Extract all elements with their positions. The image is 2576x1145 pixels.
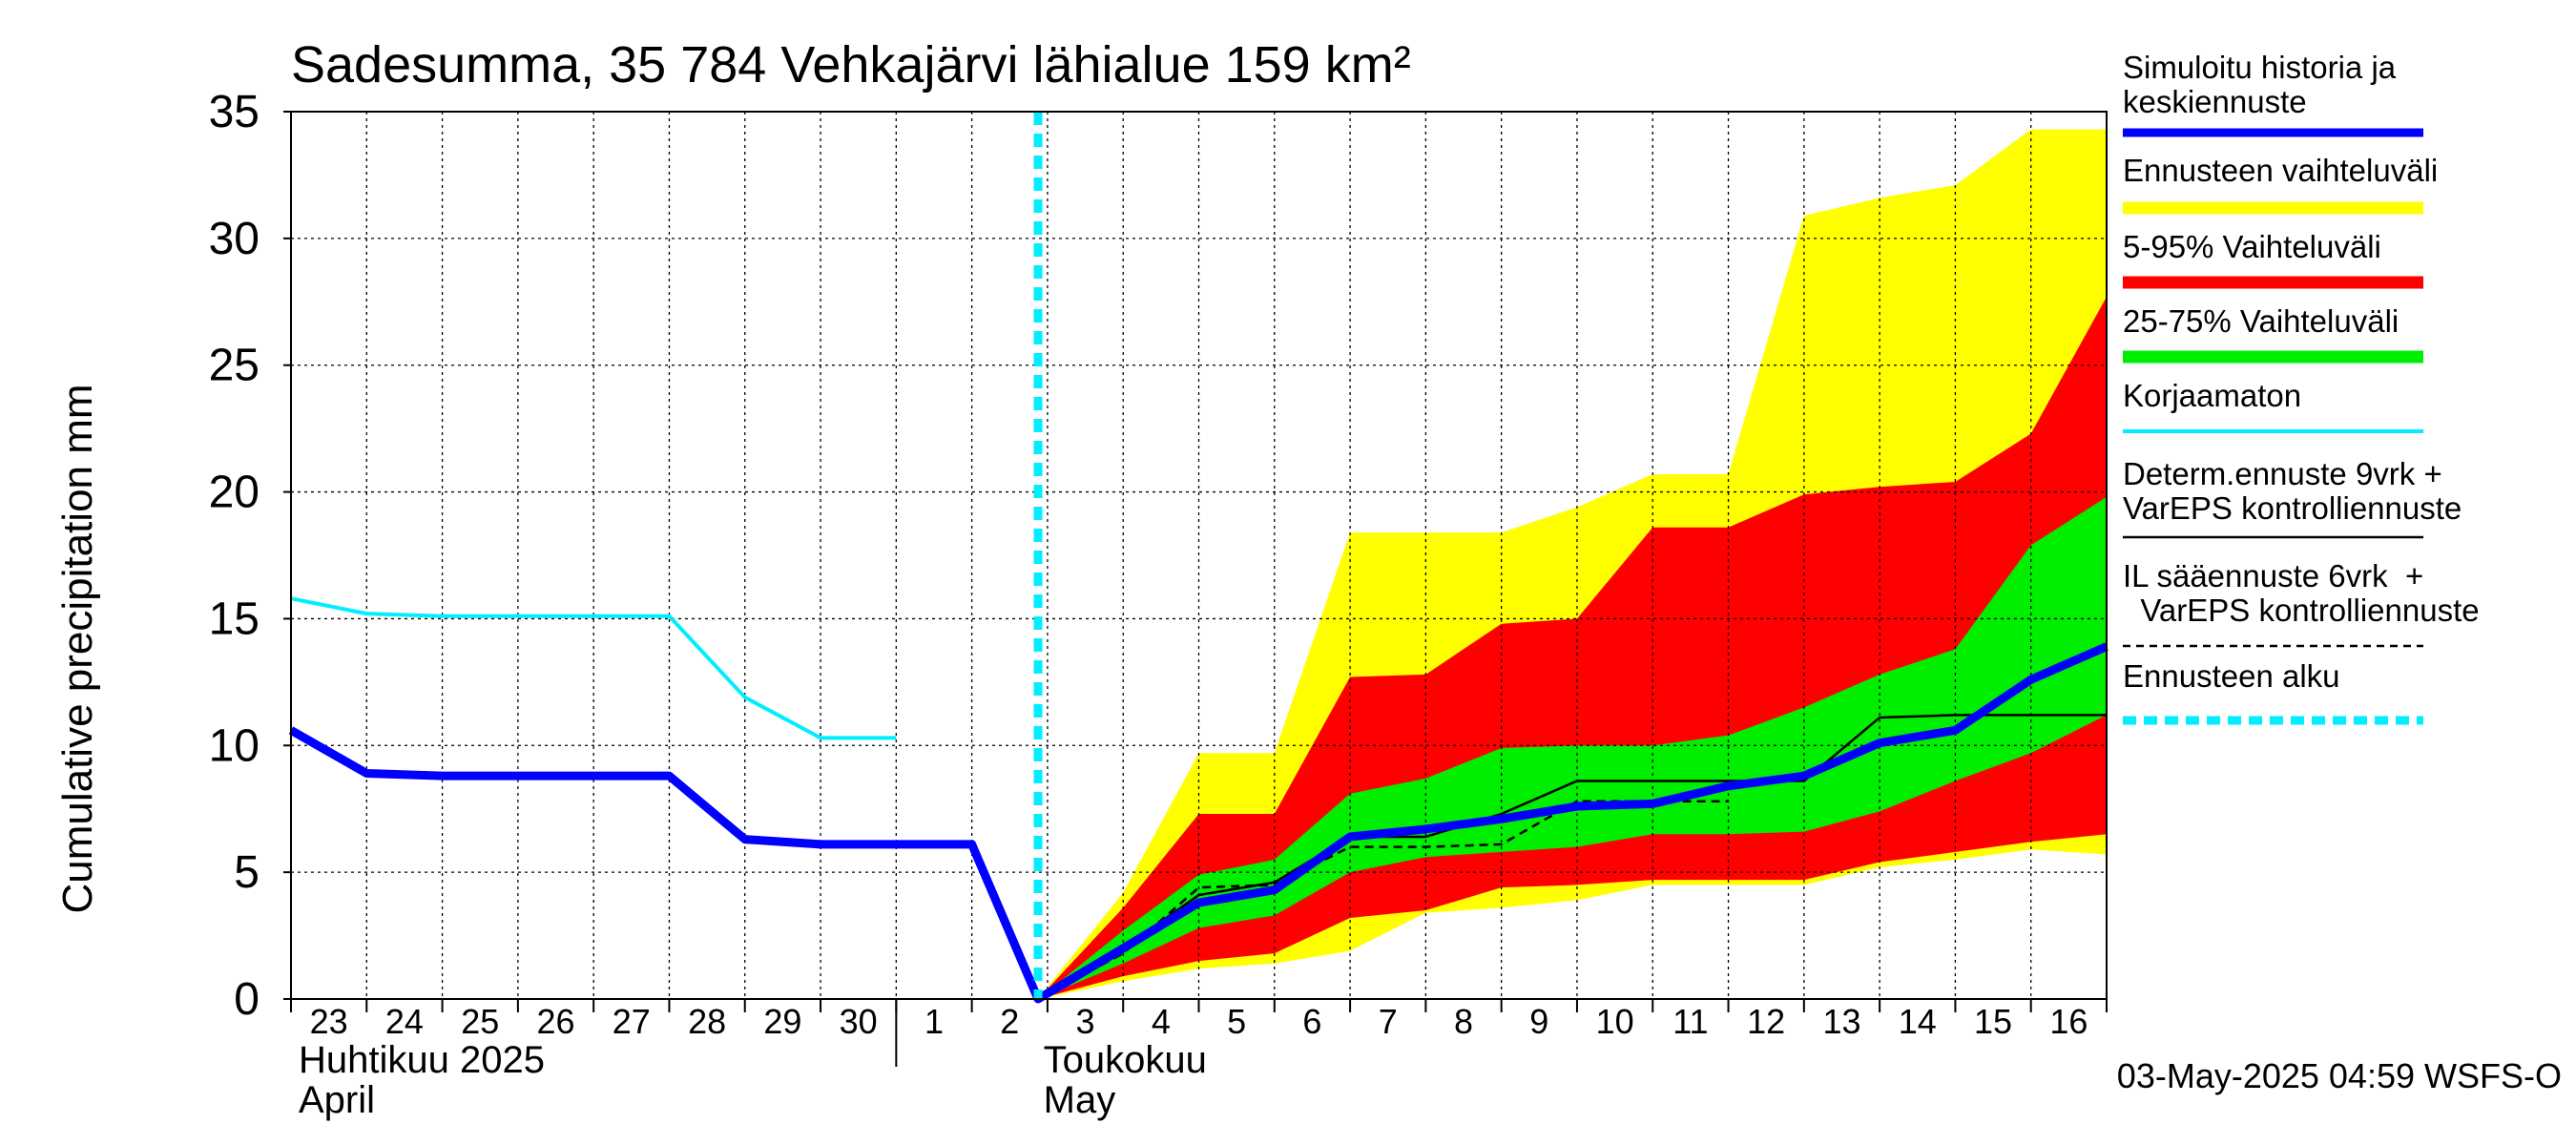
- y-tick-label: 25: [209, 341, 260, 391]
- series-line-deterministic: [1037, 714, 2107, 1001]
- x-tick-label: 27: [613, 1002, 651, 1041]
- y-tick-label: 0: [234, 974, 260, 1025]
- x-tick-label: 28: [688, 1002, 726, 1041]
- x-tick-label: 14: [1899, 1002, 1937, 1041]
- month-label-en: April: [299, 1079, 375, 1121]
- grid: [291, 112, 2107, 999]
- x-tick-label: 9: [1529, 1002, 1548, 1041]
- legend-label: Simuloitu historia ja keskiennuste: [2123, 50, 2397, 119]
- x-tick-label: 29: [763, 1002, 801, 1041]
- legend-label: Determ.ennuste 9vrk + VarEPS kontrollienn…: [2123, 456, 2462, 526]
- legend-label: IL sääennuste 6vrk + VarEPS kontrollienn…: [2123, 558, 2480, 628]
- legend-label: Korjaamaton: [2123, 378, 2301, 413]
- legend-label: 25-75% Vaihteluväli: [2123, 303, 2399, 339]
- x-tick-label: 23: [310, 1002, 348, 1041]
- y-tick-label: 35: [209, 87, 260, 137]
- x-tick-label: 24: [385, 1002, 424, 1041]
- y-axis-label: Cumulative precipitation mm: [54, 384, 101, 913]
- legend-label: Ennusteen alku: [2123, 658, 2340, 694]
- x-tick-label: 5: [1227, 1002, 1246, 1041]
- x-tick-label: 1: [924, 1002, 944, 1041]
- x-tick-label: 3: [1076, 1002, 1095, 1041]
- footer-timestamp: 03-May-2025 04:59 WSFS-O: [2117, 1056, 2562, 1095]
- x-tick-label: 15: [1974, 1002, 2012, 1041]
- y-tick-label: 15: [209, 593, 260, 644]
- month-label: Huhtikuu 2025: [299, 1039, 545, 1081]
- y-tick-label: 20: [209, 468, 260, 518]
- x-tick-label: 11: [1672, 1002, 1708, 1041]
- x-tick-label: 16: [2049, 1002, 2088, 1041]
- chart-title: Sadesumma, 35 784 Vehkajärvi lähialue 15…: [291, 36, 1411, 94]
- x-tick-label: 25: [461, 1002, 499, 1041]
- series-line-uncorrected: [290, 596, 897, 740]
- month-label-en: May: [1044, 1079, 1116, 1121]
- series-line-mean: [288, 642, 2109, 1004]
- series-lines: [288, 112, 2109, 1004]
- y-tick-label: 5: [234, 847, 260, 898]
- legend: Simuloitu historia ja keskiennuste Ennuste…: [2123, 50, 2480, 725]
- y-tick-label: 30: [209, 214, 260, 264]
- x-tick-label: 10: [1596, 1002, 1634, 1041]
- x-tick-label: 13: [1822, 1002, 1860, 1041]
- month-label: Toukokuu: [1044, 1039, 1207, 1081]
- x-tick-label: 4: [1152, 1002, 1171, 1041]
- x-tick-label: 7: [1379, 1002, 1398, 1041]
- x-tick-label: 8: [1454, 1002, 1473, 1041]
- y-tick-label: 10: [209, 720, 260, 771]
- x-tick-label: 26: [536, 1002, 574, 1041]
- x-tick-label: 30: [840, 1002, 878, 1041]
- legend-label: 5-95% Vaihteluväli: [2123, 229, 2381, 264]
- legend-label: Ennusteen vaihteluväli: [2123, 153, 2438, 188]
- x-tick-label: 2: [1000, 1002, 1019, 1041]
- x-tick-label: 6: [1302, 1002, 1321, 1041]
- x-tick-label: 12: [1747, 1002, 1785, 1041]
- band-2: [1038, 296, 2107, 999]
